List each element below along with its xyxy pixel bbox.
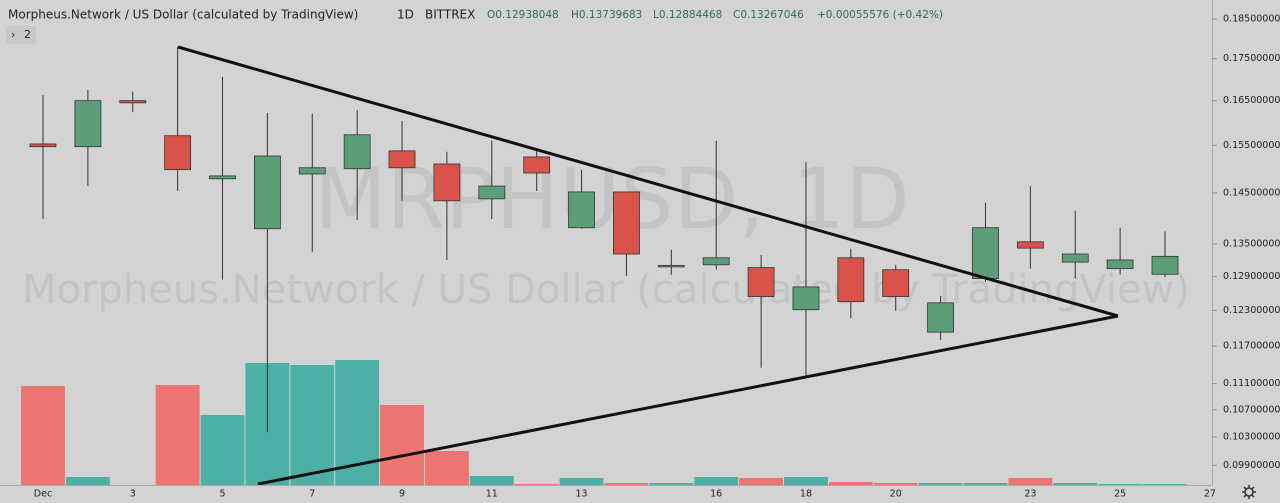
volume-bar (1098, 484, 1143, 485)
volume-bar (155, 385, 200, 485)
x-tick-label: 16 (710, 489, 722, 500)
y-tick-label: 0.10300000 (1223, 431, 1280, 442)
header: Morpheus.Network / US Dollar (calculated… (8, 8, 943, 22)
ohlc-low: L0.12884468 (653, 9, 722, 21)
candle-body (972, 227, 999, 279)
candle-body (478, 185, 506, 200)
volume-bar (514, 484, 559, 485)
time-axis (0, 485, 1212, 503)
y-tick-label: 0.10700000 (1223, 404, 1280, 415)
candle-body (882, 269, 910, 297)
x-tick-label: 5 (219, 489, 225, 500)
x-tick-label: 13 (576, 489, 588, 500)
trend-line[interactable] (177, 45, 1119, 318)
watermark-name: Morpheus.Network / US Dollar (calculated… (22, 267, 1190, 313)
volume-bar (559, 478, 604, 485)
volume-bar (739, 478, 784, 485)
y-tick-label: 0.18500000 (1223, 14, 1280, 25)
candle-body (523, 156, 551, 174)
settings-icon[interactable] (1242, 485, 1256, 499)
candle-body (837, 257, 865, 303)
ohlc-high: H0.13739683 (571, 9, 642, 21)
volume-bar (694, 477, 739, 485)
indicator-count: 2 (24, 28, 31, 41)
x-tick-label: 23 (1024, 489, 1036, 500)
y-tick-label: 0.12300000 (1223, 305, 1280, 316)
candle-body (119, 100, 147, 104)
candle-body (1016, 241, 1044, 249)
price-axis (1212, 0, 1280, 503)
candle-body (388, 150, 416, 169)
volume-bar (65, 477, 110, 485)
axes: 0.18500000 0.17500000 0.16500000 0.15500000… (34, 14, 1280, 500)
volume-bar (290, 365, 335, 485)
volume-bar (21, 386, 65, 485)
symbol-title: Morpheus.Network / US Dollar (calculated… (8, 8, 358, 22)
y-tick-label: 0.14500000 (1223, 187, 1280, 198)
ohlc-close: C0.13267046 (733, 9, 804, 21)
candle-body (747, 267, 775, 297)
volume-bar (424, 451, 469, 485)
toggle-arrow: › (11, 28, 15, 41)
x-tick-label: 18 (800, 489, 812, 500)
candle-body (792, 286, 820, 311)
volume-bar (380, 405, 424, 485)
candle-body (1061, 253, 1089, 263)
y-tick-label: 0.12900000 (1223, 271, 1280, 282)
indicator-toggle[interactable]: › 2 (6, 26, 36, 44)
volume-bar (604, 483, 649, 485)
trend-line[interactable] (257, 314, 1119, 486)
x-tick-label: 20 (890, 489, 902, 500)
trend-lines (177, 45, 1119, 486)
y-tick-label: 0.11100000 (1223, 378, 1280, 389)
candle-layer (29, 46, 1179, 433)
interval: 1D (397, 8, 414, 22)
candle-body (927, 302, 954, 333)
toggle-box[interactable] (6, 26, 36, 44)
candle-body (74, 100, 102, 148)
volume-layer (21, 360, 1187, 485)
volume-bar (963, 483, 1008, 485)
y-tick-label: 0.15500000 (1223, 140, 1280, 151)
candle-body (29, 143, 57, 148)
ohlc-change: +0.00055576 (+0.42%) (817, 9, 943, 21)
candle-body (1106, 259, 1134, 270)
exchange: BITTREX (425, 8, 475, 22)
x-tick-label: 3 (130, 489, 136, 500)
candle-body (343, 134, 371, 170)
volume-bar (469, 476, 514, 485)
y-tick-label: 0.09900000 (1223, 460, 1280, 471)
candle-body (209, 175, 236, 180)
candle-body (702, 257, 730, 266)
y-tick-label: 0.16500000 (1223, 95, 1280, 106)
candle-body (657, 264, 685, 268)
candle-body (164, 135, 192, 171)
volume-bar (918, 483, 963, 485)
x-tick-label: 25 (1114, 489, 1126, 500)
candle-body (613, 191, 640, 255)
x-tick-label: 7 (309, 489, 315, 500)
y-tick-label: 0.13500000 (1223, 238, 1280, 249)
volume-bar (873, 483, 918, 485)
candle-body (433, 163, 461, 202)
volume-bar (1008, 478, 1053, 485)
candle-body (298, 167, 326, 175)
candle-body (253, 155, 281, 230)
volume-bar (828, 482, 873, 485)
y-tick-label: 0.17500000 (1223, 53, 1280, 64)
volume-bar (1053, 483, 1098, 485)
volume-bar (784, 477, 828, 485)
volume-bar (1143, 484, 1187, 485)
volume-bar (200, 415, 245, 485)
candle-body (568, 191, 595, 229)
ohlc-open: O0.12938048 (487, 9, 559, 21)
volume-bar (649, 483, 694, 485)
x-tick-label: 27 (1204, 489, 1216, 500)
x-tick-label: Dec (34, 489, 52, 500)
y-tick-label: 0.11700000 (1223, 341, 1280, 352)
x-tick-label: 9 (399, 489, 405, 500)
x-tick-label: 11 (486, 489, 498, 500)
candle-body (1151, 255, 1179, 275)
